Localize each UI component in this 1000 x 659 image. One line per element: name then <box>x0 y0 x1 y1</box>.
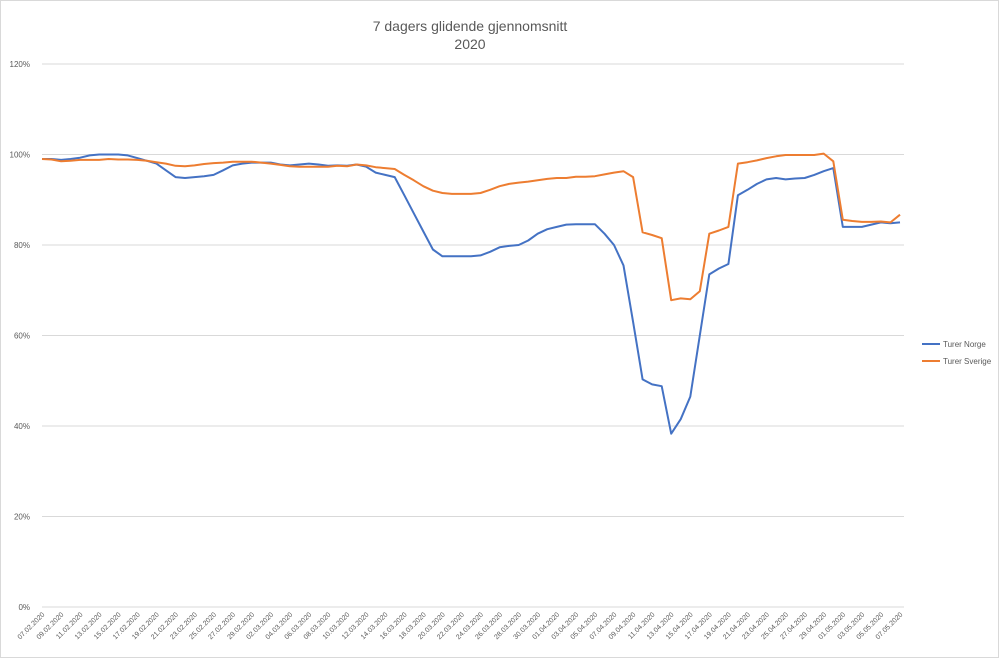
chart-title: 7 dagers glidende gjennomsnitt <box>373 18 568 34</box>
y-tick-label: 60% <box>14 332 30 341</box>
series-line <box>41 152 901 302</box>
y-tick-label: 40% <box>14 422 30 431</box>
legend-label: Turer Sverige <box>943 357 992 366</box>
y-tick-label: 80% <box>14 241 30 250</box>
legend-label: Turer Norge <box>943 340 986 349</box>
chart-subtitle: 2020 <box>454 36 485 52</box>
y-tick-label: 100% <box>10 151 30 160</box>
y-tick-label: 120% <box>10 60 30 69</box>
series-line <box>42 153 901 435</box>
y-tick-label: 20% <box>14 513 30 522</box>
y-tick-label: 0% <box>18 603 30 612</box>
